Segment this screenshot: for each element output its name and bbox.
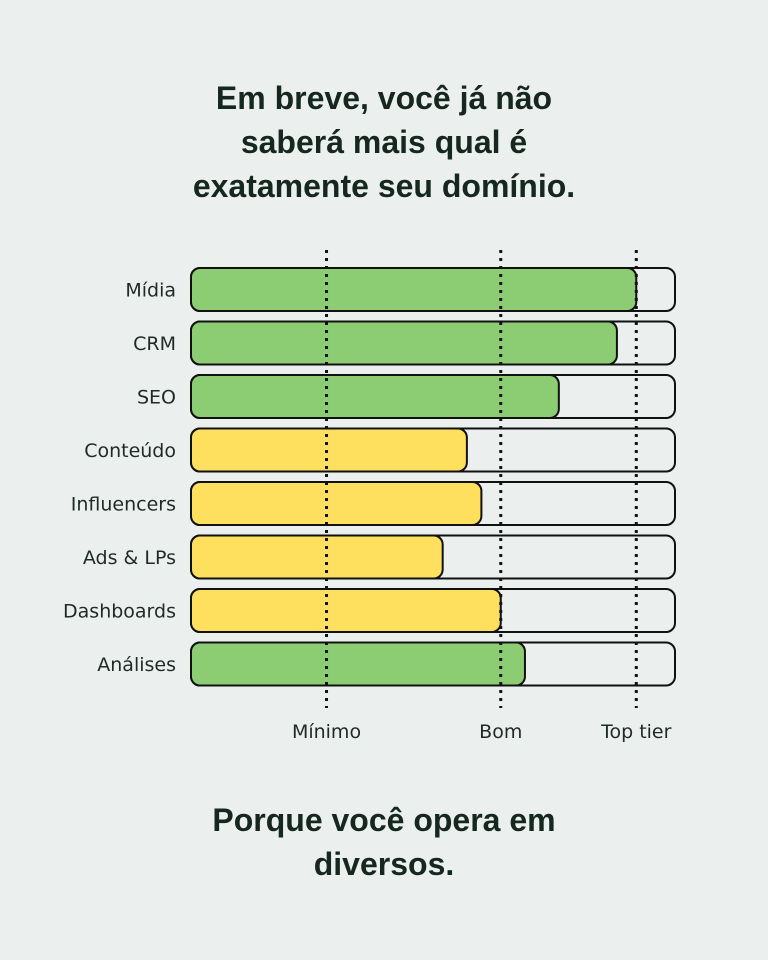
bar-dashboards (190, 588, 502, 633)
page-title: Em breve, você já não saberá mais qual é… (0, 76, 768, 208)
footer-text: Porque você opera em diversos. (0, 798, 768, 886)
category-label-crm: CRM (133, 333, 176, 355)
category-label-seo: SEO (137, 387, 176, 409)
bars-group (190, 267, 676, 687)
bar-ads-lps (190, 534, 444, 580)
category-label-analises: Análises (97, 654, 176, 676)
category-label-ads-lps: Ads & LPs (83, 547, 176, 569)
bar-analises (190, 641, 526, 687)
bar-conteudo (190, 427, 468, 473)
category-label-conteudo: Conteúdo (84, 440, 176, 462)
footer-line-2: diversos. (313, 846, 455, 882)
reference-label-bom: Bom (479, 721, 522, 743)
bar-crm (190, 320, 618, 366)
category-label-midia: Mídia (125, 280, 176, 302)
bar-midia (190, 267, 638, 312)
reference-label-top-tier: Top tier (600, 721, 672, 743)
footer-line-1: Porque você opera em (212, 802, 556, 838)
title-line-1: Em breve, você já não (215, 80, 553, 116)
title-line-3: exatamente seu domínio. (192, 168, 576, 204)
category-label-influencers: Influencers (71, 494, 176, 516)
title-line-2: saberá mais qual é (240, 124, 528, 160)
reference-label-minimo: Mínimo (292, 721, 361, 743)
category-label-dashboards: Dashboards (63, 601, 176, 623)
bar-influencers (190, 481, 483, 526)
bar-seo (190, 374, 560, 419)
